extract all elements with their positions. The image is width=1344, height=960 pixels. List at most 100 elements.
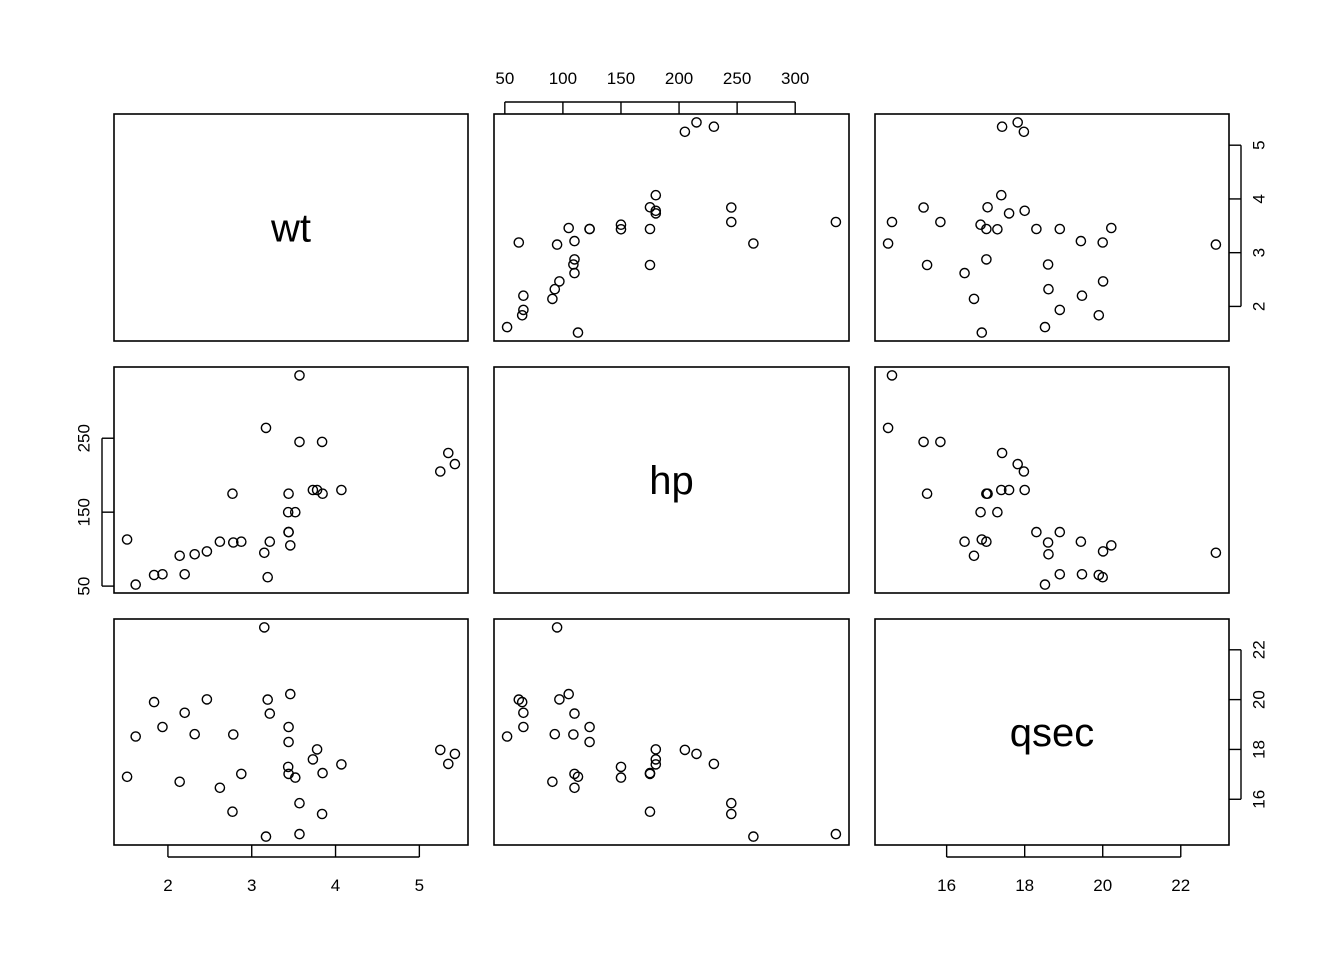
data-point — [996, 447, 1008, 459]
data-point — [976, 534, 988, 545]
variable-label-qsec: qsec — [1010, 711, 1095, 755]
data-point — [572, 771, 584, 783]
tick-label: 2 — [1250, 302, 1269, 311]
data-point — [1031, 526, 1042, 538]
data-point — [235, 536, 247, 548]
data-point — [650, 754, 662, 765]
data-point — [516, 309, 528, 321]
data-point — [157, 569, 168, 580]
tick-label: 16 — [937, 876, 956, 895]
data-point — [1003, 484, 1015, 496]
data-point — [547, 776, 558, 788]
data-point — [1076, 290, 1088, 302]
data-point — [1039, 321, 1051, 333]
data-point — [311, 744, 323, 755]
data-point — [289, 506, 301, 518]
right-axis-qsec: 16 18 20 22 — [1229, 640, 1269, 809]
data-point — [201, 546, 213, 557]
data-point — [264, 536, 276, 548]
data-point — [449, 748, 461, 760]
data-point — [748, 831, 759, 842]
data-point — [650, 744, 662, 755]
data-point — [708, 758, 720, 770]
panel-hp-vs-hp: hp — [493, 366, 850, 594]
data-point — [284, 688, 296, 700]
data-point — [336, 484, 347, 496]
data-point — [283, 736, 294, 748]
data-point — [283, 721, 294, 733]
data-point — [260, 831, 272, 842]
data-point — [679, 744, 691, 756]
data-point — [294, 828, 305, 840]
data-point — [501, 731, 513, 742]
data-point — [615, 761, 627, 773]
data-point — [569, 254, 580, 265]
data-point — [935, 216, 946, 228]
data-point — [148, 696, 160, 708]
data-point — [174, 776, 185, 788]
data-point — [886, 216, 898, 228]
data-point — [650, 189, 662, 201]
data-point — [921, 259, 933, 271]
data-point — [568, 259, 579, 270]
panel-wt-vs-hp — [493, 113, 850, 342]
data-point — [644, 806, 656, 818]
data-point — [294, 797, 305, 809]
data-point — [1019, 484, 1030, 496]
data-point — [189, 728, 200, 740]
data-point — [992, 223, 1003, 235]
data-point — [1012, 117, 1024, 128]
data-point — [1054, 526, 1066, 538]
data-point — [442, 758, 454, 770]
panel-frame — [493, 618, 850, 846]
data-point — [644, 767, 656, 779]
tick-label: 300 — [781, 69, 809, 88]
data-point — [449, 458, 461, 470]
top-axis-hp: 50 100 150 200 250 300 — [495, 69, 809, 114]
data-point — [1106, 540, 1117, 551]
data-point — [644, 201, 656, 213]
data-point — [1054, 223, 1066, 235]
tick-label: 3 — [247, 876, 256, 895]
data-point — [1106, 222, 1117, 234]
data-point — [1003, 208, 1015, 219]
data-point — [882, 238, 894, 249]
tick-label: 18 — [1250, 740, 1269, 759]
data-point — [572, 327, 584, 338]
data-point — [1210, 239, 1222, 250]
data-point — [726, 797, 737, 809]
data-point — [935, 436, 946, 448]
panel-frame — [493, 113, 850, 342]
panel-qsec-vs-wt — [113, 618, 469, 846]
data-point — [830, 216, 842, 228]
data-point — [518, 290, 529, 302]
data-point — [307, 754, 319, 765]
data-point — [886, 370, 898, 381]
data-point — [1097, 276, 1109, 287]
data-point — [569, 782, 580, 794]
data-point — [1031, 223, 1042, 235]
data-point — [1042, 259, 1054, 270]
data-point — [615, 219, 627, 230]
data-point — [1054, 304, 1066, 316]
variable-label-hp: hp — [649, 459, 694, 503]
data-point — [691, 748, 702, 760]
data-point — [726, 216, 737, 228]
data-point — [584, 721, 595, 733]
data-point — [1076, 569, 1088, 580]
data-point — [569, 768, 580, 780]
data-point — [1043, 549, 1054, 560]
bottom-axis-qsec: 16 18 20 22 — [937, 845, 1190, 895]
data-point — [982, 201, 993, 213]
data-point — [551, 622, 563, 633]
data-point — [551, 239, 563, 250]
data-point — [1039, 579, 1051, 590]
data-point — [554, 694, 565, 705]
data-point — [283, 526, 294, 538]
data-point — [130, 731, 141, 742]
data-point — [569, 235, 580, 247]
data-point — [214, 536, 226, 548]
data-point — [157, 721, 168, 733]
data-point — [981, 254, 992, 265]
